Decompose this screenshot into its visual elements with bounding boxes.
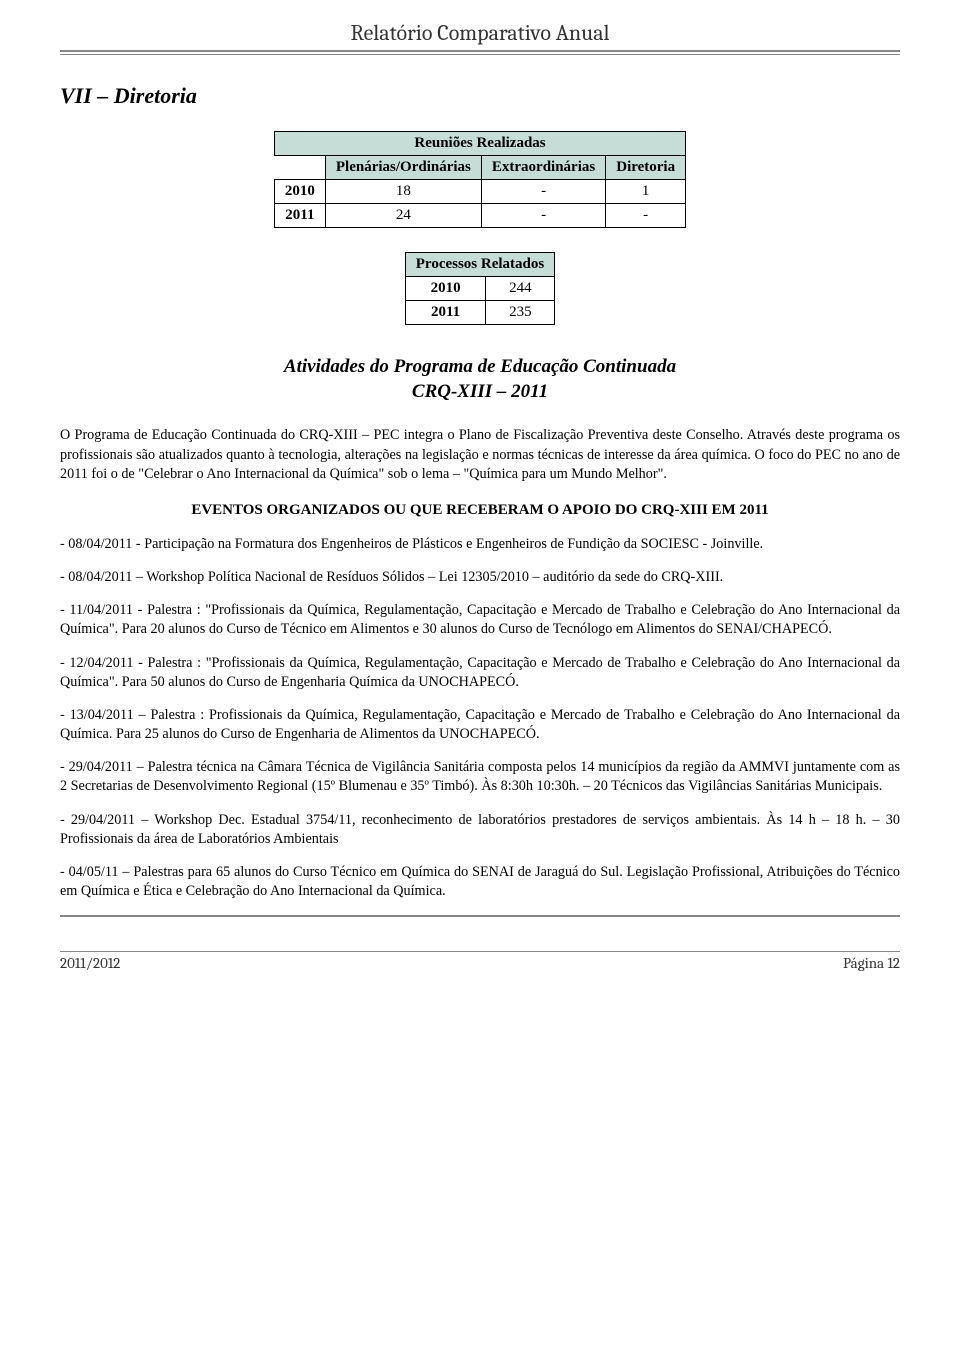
page-footer: 2011/2012 Página 12 bbox=[60, 951, 900, 972]
subsection-title: Atividades do Programa de Educação Conti… bbox=[60, 355, 900, 404]
cell: 2011 bbox=[405, 301, 486, 325]
intro-paragraph: O Programa de Educação Continuada do CRQ… bbox=[60, 426, 900, 484]
cell: 2011 bbox=[274, 204, 325, 228]
header-underline bbox=[60, 54, 900, 55]
cell: 244 bbox=[486, 277, 555, 301]
footer-overline bbox=[60, 915, 900, 917]
cell: - bbox=[606, 204, 686, 228]
subsection-line2: CRQ-XIII – 2011 bbox=[412, 381, 548, 402]
event-item: - 12/04/2011 - Palestra : "Profissionais… bbox=[60, 654, 900, 692]
table1-col2: Extraordinárias bbox=[481, 156, 605, 180]
cell: 2010 bbox=[274, 180, 325, 204]
table2-title: Processos Relatados bbox=[405, 253, 554, 277]
event-item: - 08/04/2011 – Workshop Política Naciona… bbox=[60, 568, 900, 587]
event-item: - 04/05/11 – Palestras para 65 alunos do… bbox=[60, 863, 900, 901]
page-header: Relatório Comparativo Anual bbox=[60, 20, 900, 52]
footer-right: Página 12 bbox=[843, 954, 900, 972]
cell: 24 bbox=[325, 204, 481, 228]
table-row: 2010 18 - 1 bbox=[274, 180, 685, 204]
cell: 235 bbox=[486, 301, 555, 325]
reunioes-table: Reuniões Realizadas Plenárias/Ordinárias… bbox=[274, 131, 686, 228]
event-item: - 11/04/2011 - Palestra : "Profissionais… bbox=[60, 601, 900, 639]
event-item: - 29/04/2011 – Palestra técnica na Câmar… bbox=[60, 758, 900, 796]
eventos-title: EVENTOS ORGANIZADOS OU QUE RECEBERAM O A… bbox=[60, 502, 900, 519]
event-item: - 08/04/2011 - Participação na Formatura… bbox=[60, 535, 900, 554]
table1-title: Reuniões Realizadas bbox=[274, 132, 685, 156]
cell: - bbox=[481, 204, 605, 228]
processos-table: Processos Relatados 2010 244 2011 235 bbox=[405, 252, 555, 325]
table1-col1: Plenárias/Ordinárias bbox=[325, 156, 481, 180]
table-row: 2011 24 - - bbox=[274, 204, 685, 228]
cell: 18 bbox=[325, 180, 481, 204]
table-row: 2010 244 bbox=[405, 277, 554, 301]
table1-col3: Diretoria bbox=[606, 156, 686, 180]
cell: 1 bbox=[606, 180, 686, 204]
event-item: - 13/04/2011 – Palestra : Profissionais … bbox=[60, 706, 900, 744]
section-title: VII – Diretoria bbox=[60, 83, 900, 109]
subsection-line1: Atividades do Programa de Educação Conti… bbox=[284, 356, 676, 377]
footer-left: 2011/2012 bbox=[60, 954, 120, 972]
cell: 2010 bbox=[405, 277, 486, 301]
cell: - bbox=[481, 180, 605, 204]
table1-col-blank bbox=[274, 156, 325, 180]
event-item: - 29/04/2011 – Workshop Dec. Estadual 37… bbox=[60, 811, 900, 849]
table-row: 2011 235 bbox=[405, 301, 554, 325]
